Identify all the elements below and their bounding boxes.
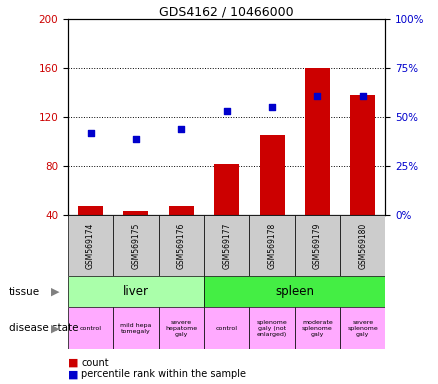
Point — [359, 93, 366, 99]
Text: splenome
galy (not
enlarged): splenome galy (not enlarged) — [257, 320, 287, 337]
Bar — [204, 276, 385, 307]
Text: tissue: tissue — [9, 287, 40, 297]
Text: disease state: disease state — [9, 323, 78, 333]
Bar — [68, 276, 204, 307]
Bar — [78, 207, 103, 215]
Title: GDS4162 / 10466000: GDS4162 / 10466000 — [159, 5, 294, 18]
Text: count: count — [81, 358, 109, 368]
Point — [87, 130, 94, 136]
Point — [268, 104, 276, 111]
Bar — [169, 207, 194, 215]
Text: GSM569175: GSM569175 — [131, 223, 141, 269]
Bar — [204, 307, 249, 349]
Bar — [340, 307, 385, 349]
Bar — [204, 215, 249, 276]
Text: GSM569177: GSM569177 — [222, 223, 231, 269]
Text: percentile rank within the sample: percentile rank within the sample — [81, 369, 246, 379]
Text: severe
hepatome
galy: severe hepatome galy — [165, 320, 198, 337]
Bar — [249, 307, 295, 349]
Text: GSM569180: GSM569180 — [358, 223, 367, 269]
Bar — [350, 95, 375, 215]
Bar — [214, 164, 239, 215]
Bar — [249, 215, 295, 276]
Point — [314, 93, 321, 99]
Text: moderate
splenome
galy: moderate splenome galy — [302, 320, 333, 337]
Bar — [295, 215, 340, 276]
Bar — [113, 307, 159, 349]
Point — [132, 136, 139, 142]
Text: control: control — [80, 326, 102, 331]
Text: GSM569178: GSM569178 — [268, 223, 276, 269]
Bar — [113, 215, 159, 276]
Text: mild hepa
tomegaly: mild hepa tomegaly — [120, 323, 152, 334]
Text: GSM569176: GSM569176 — [177, 223, 186, 269]
Text: severe
splenome
galy: severe splenome galy — [347, 320, 378, 337]
Bar — [124, 211, 148, 215]
Bar — [68, 307, 113, 349]
Bar — [340, 215, 385, 276]
Bar — [68, 215, 113, 276]
Text: GSM569174: GSM569174 — [86, 223, 95, 269]
Text: spleen: spleen — [275, 285, 314, 298]
Text: GSM569179: GSM569179 — [313, 223, 322, 269]
Text: control: control — [215, 326, 238, 331]
Point — [178, 126, 185, 132]
Bar — [260, 136, 285, 215]
Bar — [305, 68, 330, 215]
Bar — [159, 307, 204, 349]
Text: ▶: ▶ — [50, 323, 59, 333]
Point — [223, 108, 230, 114]
Text: liver: liver — [123, 285, 149, 298]
Text: ▶: ▶ — [50, 287, 59, 297]
Bar — [159, 215, 204, 276]
Bar — [295, 307, 340, 349]
Text: ■: ■ — [68, 369, 78, 379]
Text: ■: ■ — [68, 358, 78, 368]
